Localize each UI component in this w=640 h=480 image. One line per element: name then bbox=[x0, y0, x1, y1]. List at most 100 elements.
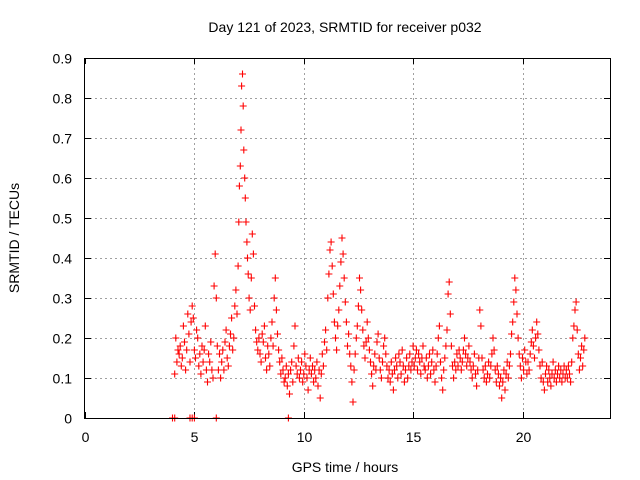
data-point bbox=[439, 386, 447, 394]
data-point bbox=[490, 346, 498, 354]
y-axis: 0 0.1 0.2 0.3 0.4 0.5 0.6 0.7 0.8 0.9 bbox=[53, 51, 610, 427]
data-point bbox=[240, 146, 248, 154]
data-point bbox=[463, 362, 471, 370]
data-point bbox=[368, 370, 376, 378]
data-point bbox=[315, 366, 323, 374]
data-point bbox=[379, 358, 386, 366]
data-point bbox=[443, 326, 451, 334]
data-point bbox=[487, 362, 495, 370]
data-point bbox=[177, 362, 185, 370]
data-point bbox=[359, 326, 367, 334]
data-point bbox=[181, 338, 188, 346]
data-point bbox=[435, 322, 443, 330]
data-point bbox=[333, 346, 341, 354]
data-point bbox=[559, 370, 567, 378]
data-point bbox=[301, 350, 309, 358]
data-point bbox=[500, 366, 508, 374]
data-point bbox=[335, 306, 343, 314]
data-point bbox=[238, 82, 246, 90]
data-point bbox=[185, 330, 193, 338]
data-point bbox=[310, 378, 318, 386]
data-point bbox=[426, 350, 433, 358]
data-point bbox=[549, 358, 557, 366]
data-point bbox=[281, 374, 289, 382]
data-point bbox=[411, 354, 419, 362]
data-point bbox=[304, 386, 312, 394]
data-point bbox=[407, 366, 415, 374]
data-point bbox=[293, 370, 301, 378]
data-point bbox=[247, 274, 255, 282]
data-point bbox=[235, 182, 243, 190]
data-point bbox=[427, 370, 435, 378]
data-point bbox=[363, 318, 371, 326]
data-point bbox=[370, 362, 378, 370]
data-point bbox=[237, 126, 245, 134]
data-point bbox=[369, 382, 377, 390]
data-point bbox=[527, 338, 535, 346]
data-point bbox=[330, 318, 338, 326]
data-point bbox=[578, 342, 586, 350]
data-point bbox=[195, 362, 203, 370]
data-point bbox=[342, 318, 350, 326]
data-point bbox=[412, 346, 420, 354]
data-point bbox=[269, 342, 277, 350]
data-point bbox=[473, 382, 481, 390]
data-point bbox=[349, 398, 357, 406]
data-point bbox=[229, 346, 237, 354]
data-point bbox=[268, 318, 276, 326]
data-point bbox=[321, 338, 328, 346]
data-point bbox=[424, 362, 432, 370]
data-point bbox=[484, 370, 491, 378]
y-tick-label: 0.1 bbox=[53, 371, 73, 387]
data-point bbox=[519, 354, 526, 362]
data-point bbox=[313, 358, 321, 366]
data-point bbox=[193, 326, 201, 334]
data-point bbox=[316, 394, 324, 402]
data-point bbox=[498, 394, 506, 402]
data-point bbox=[228, 314, 236, 322]
data-point bbox=[521, 346, 529, 354]
data-point bbox=[336, 282, 344, 290]
data-point bbox=[419, 342, 427, 350]
data-point bbox=[266, 362, 274, 370]
data-point bbox=[391, 366, 398, 374]
data-point bbox=[205, 350, 213, 358]
data-point bbox=[414, 366, 421, 374]
data-point bbox=[384, 374, 392, 382]
data-point bbox=[383, 362, 391, 370]
data-point bbox=[523, 370, 531, 378]
data-point bbox=[278, 354, 286, 362]
data-point bbox=[538, 358, 546, 366]
data-point bbox=[453, 350, 461, 358]
data-point bbox=[456, 354, 464, 362]
data-point bbox=[253, 338, 261, 346]
y-axis-label: SRMTID / TECUs bbox=[6, 183, 22, 293]
y-tick-label: 0.9 bbox=[53, 51, 73, 67]
data-point bbox=[528, 326, 536, 334]
data-point bbox=[575, 366, 583, 374]
x-axis: 0 5 10 15 20 bbox=[82, 58, 531, 445]
data-point bbox=[260, 322, 268, 330]
data-point bbox=[488, 350, 496, 358]
y-tick-label: 0.4 bbox=[53, 251, 73, 267]
data-point bbox=[510, 298, 518, 306]
y-tick-label: 0.6 bbox=[53, 171, 73, 187]
data-point bbox=[279, 366, 287, 374]
data-point bbox=[206, 358, 214, 366]
data-point bbox=[459, 346, 467, 354]
data-point bbox=[544, 378, 552, 386]
data-point bbox=[445, 278, 453, 286]
data-point bbox=[223, 354, 231, 362]
data-point bbox=[362, 338, 370, 346]
data-point bbox=[182, 366, 190, 374]
data-point bbox=[415, 350, 423, 358]
data-point bbox=[352, 334, 360, 342]
grid-lines bbox=[85, 58, 610, 418]
data-point bbox=[217, 374, 225, 382]
data-point bbox=[472, 370, 479, 378]
data-point bbox=[340, 274, 348, 282]
data-point bbox=[242, 218, 250, 226]
data-point bbox=[371, 350, 379, 358]
data-point bbox=[225, 342, 233, 350]
data-point bbox=[361, 354, 369, 362]
